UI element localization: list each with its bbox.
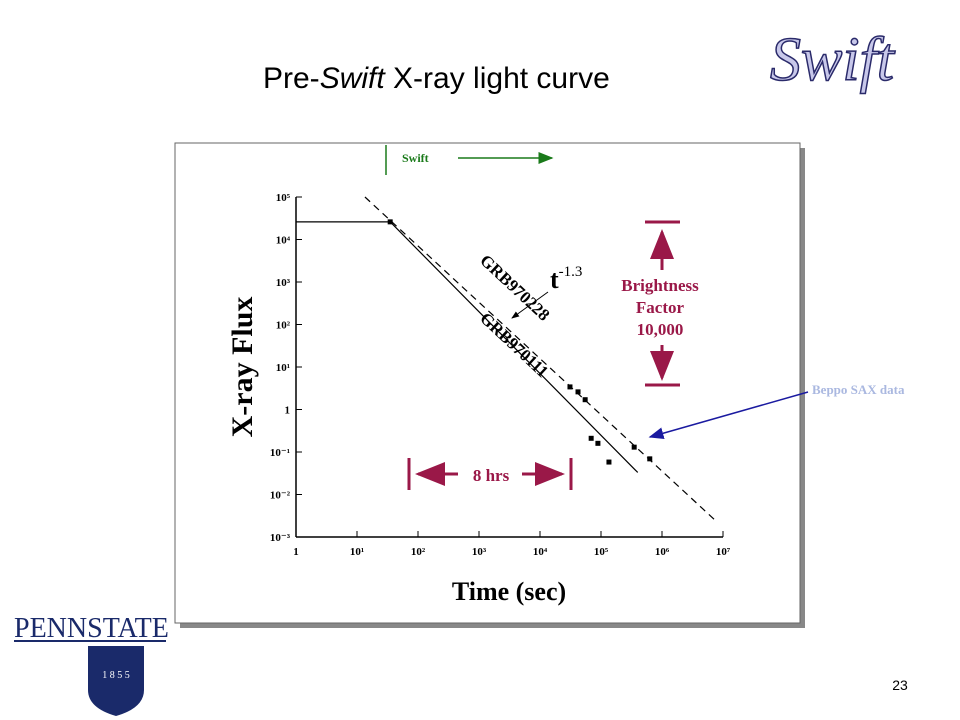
data-point	[387, 219, 393, 225]
data-point	[595, 440, 601, 446]
y-tick-label: 1	[285, 405, 291, 417]
chart-frame	[174, 142, 801, 624]
x-tick-label: 10⁷	[716, 546, 731, 558]
beppo-arrow	[648, 391, 809, 440]
title-part: Swift	[320, 62, 387, 95]
swift-label: Swift	[402, 151, 429, 165]
x-tick-label: 1	[293, 546, 299, 558]
university-logo: PENNSTATE	[14, 613, 169, 644]
decay-label: t-1.3	[550, 264, 582, 294]
page-number: 23	[892, 677, 908, 693]
data-point	[575, 389, 581, 395]
shield	[88, 646, 144, 716]
decay-exponent: -1.3	[559, 264, 583, 280]
slide-title: Pre-Swift X-ray light curve	[263, 62, 610, 95]
x-tick-label: 10¹	[350, 546, 364, 558]
y-tick-label: 10⁵	[276, 192, 291, 204]
title-part: X-ray light curve	[385, 62, 610, 95]
duration-label: 8 hrs	[473, 466, 510, 485]
title-part: Pre-	[263, 62, 320, 95]
founded: 1 8 5 5	[102, 670, 130, 681]
data-point	[582, 397, 588, 403]
y-tick-label: 10⁻²	[270, 490, 291, 502]
x-tick-label: 10²	[411, 546, 426, 558]
x-tick-label: 10⁴	[533, 546, 548, 558]
y-tick-label: 10²	[276, 320, 291, 332]
x-tick-label: 10⁵	[594, 546, 609, 558]
x-axis-label: Time (sec)	[452, 577, 566, 606]
series-line	[364, 196, 716, 521]
data-point	[606, 459, 612, 465]
y-tick-label: 10³	[276, 277, 291, 289]
y-tick-label: 10⁴	[276, 235, 291, 247]
data-point	[647, 456, 653, 462]
decay-arrow	[511, 291, 549, 319]
beppo-label: Beppo SAX data	[812, 382, 905, 397]
decay-base: t	[550, 265, 559, 294]
y-tick-label: 10¹	[276, 362, 290, 374]
y-axis-label: X-ray Flux	[226, 297, 259, 438]
brightness-label: Factor	[636, 298, 685, 317]
data-point	[631, 444, 637, 450]
swift-logo: Swift	[770, 26, 896, 94]
data-point	[567, 384, 573, 390]
y-tick-label: 10⁻¹	[270, 447, 290, 459]
y-tick-label: 10⁻³	[270, 532, 291, 544]
data-point	[588, 435, 594, 441]
x-tick-label: 10⁶	[655, 546, 670, 558]
x-tick-label: 10³	[472, 546, 487, 558]
brightness-label: Brightness	[621, 276, 699, 295]
brightness-label: 10,000	[637, 320, 684, 339]
